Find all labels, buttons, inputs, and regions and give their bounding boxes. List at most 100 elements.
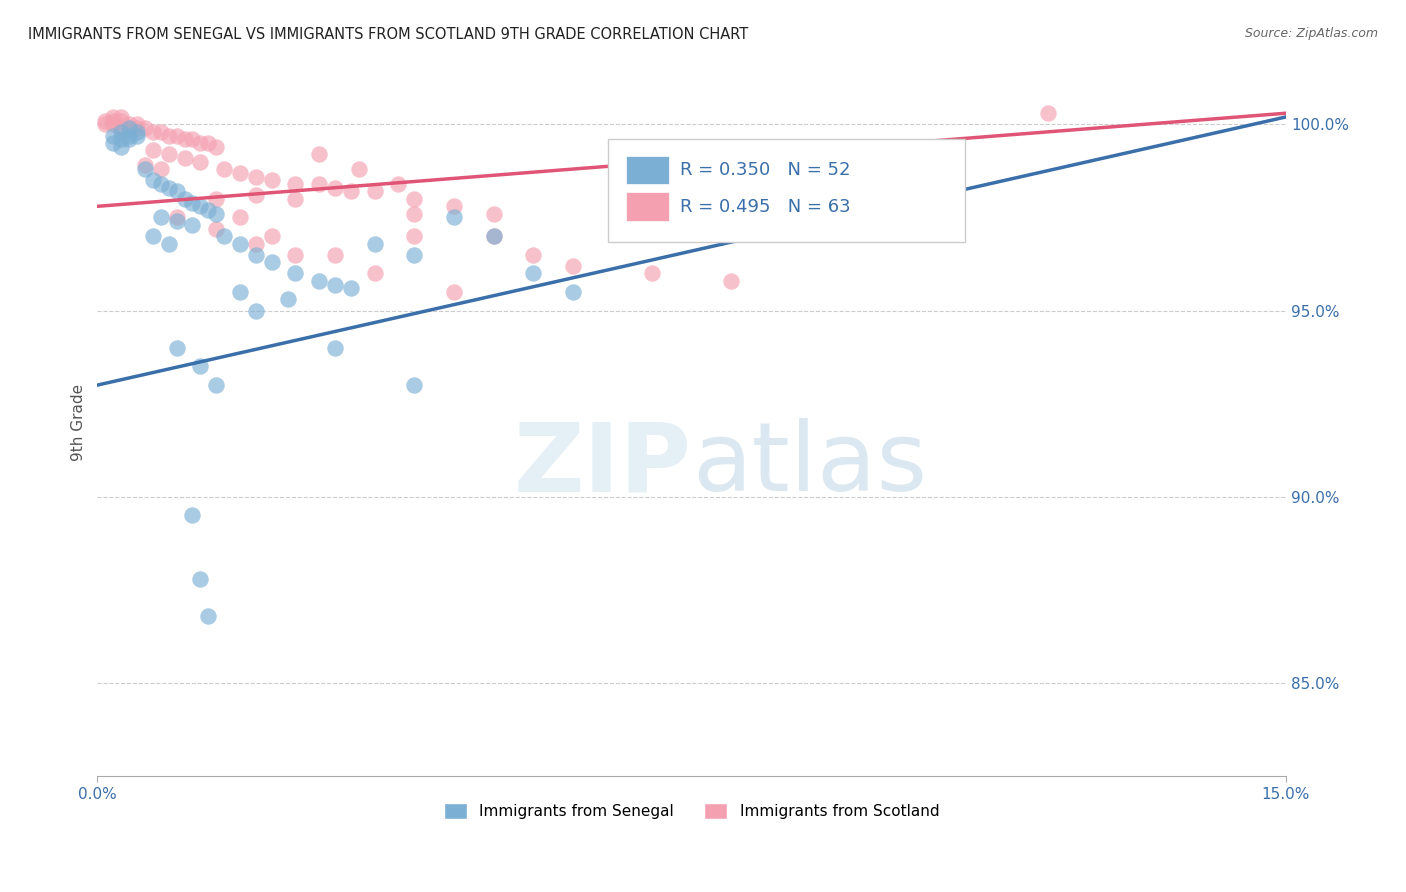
Point (245, 303, 267, 318)
Point (103, 113, 125, 128)
Point (340, 281, 363, 295)
Point (205, 378, 228, 392)
Point (181, 218, 204, 232)
Point (245, 236, 267, 251)
Point (404, 248, 426, 262)
Point (641, 266, 664, 280)
Text: Source: ZipAtlas.com: Source: ZipAtlas.com (1244, 27, 1378, 40)
Point (125, 125, 148, 139)
Point (482, 229, 505, 244)
Point (110, 132, 132, 146)
Point (229, 211, 252, 225)
Point (142, 125, 165, 139)
Point (118, 132, 141, 146)
Point (157, 180, 180, 194)
Point (190, 359, 212, 374)
Point (561, 259, 583, 273)
Point (561, 285, 583, 299)
Point (641, 211, 664, 225)
Point (720, 274, 742, 288)
Point (260, 173, 283, 187)
Legend: Immigrants from Senegal, Immigrants from Scotland: Immigrants from Senegal, Immigrants from… (437, 797, 945, 825)
Point (190, 154, 212, 169)
Point (308, 177, 330, 191)
Point (142, 144, 165, 158)
Point (110, 140, 132, 154)
Text: atlas: atlas (692, 418, 927, 511)
Point (94, 113, 117, 128)
FancyBboxPatch shape (626, 155, 669, 184)
Point (173, 151, 195, 165)
Point (260, 229, 283, 244)
Point (205, 140, 228, 154)
Point (190, 136, 212, 150)
Point (404, 229, 426, 244)
Point (347, 162, 370, 177)
Point (157, 128, 180, 143)
Point (134, 121, 156, 136)
Point (166, 214, 188, 228)
FancyBboxPatch shape (609, 139, 965, 242)
Point (118, 128, 141, 143)
Point (142, 229, 165, 244)
Point (229, 285, 252, 299)
Text: IMMIGRANTS FROM SENEGAL VS IMMIGRANTS FROM SCOTLAND 9TH GRADE CORRELATION CHART: IMMIGRANTS FROM SENEGAL VS IMMIGRANTS FR… (28, 27, 748, 42)
Point (363, 185, 385, 199)
Point (260, 255, 283, 269)
Point (157, 236, 180, 251)
Point (166, 341, 188, 355)
Point (149, 211, 172, 225)
Point (125, 128, 148, 143)
Point (284, 248, 307, 262)
Point (323, 341, 346, 355)
Point (277, 293, 299, 307)
Point (404, 207, 426, 221)
Point (522, 266, 544, 280)
Point (212, 162, 235, 177)
Point (110, 121, 132, 136)
Point (245, 169, 267, 184)
Text: ZIP: ZIP (513, 418, 692, 511)
Point (482, 207, 505, 221)
Point (245, 188, 267, 202)
Point (323, 277, 346, 292)
Point (134, 158, 156, 172)
Point (443, 211, 465, 225)
Point (1038, 106, 1060, 120)
Point (103, 110, 125, 124)
Point (166, 128, 188, 143)
Point (205, 221, 228, 235)
Point (110, 110, 132, 124)
Point (284, 192, 307, 206)
Point (181, 195, 204, 210)
Point (103, 128, 125, 143)
Point (166, 211, 188, 225)
Point (245, 248, 267, 262)
Point (149, 177, 172, 191)
Point (482, 229, 505, 244)
Point (205, 207, 228, 221)
Point (181, 132, 204, 146)
Text: R = 0.350   N = 52: R = 0.350 N = 52 (679, 161, 851, 178)
Point (323, 248, 346, 262)
Point (308, 274, 330, 288)
Point (284, 177, 307, 191)
Point (190, 199, 212, 213)
Point (522, 248, 544, 262)
Point (229, 166, 252, 180)
Point (387, 177, 409, 191)
Point (125, 121, 148, 136)
Point (181, 508, 204, 523)
FancyBboxPatch shape (626, 193, 669, 220)
Point (205, 192, 228, 206)
Point (308, 147, 330, 161)
Point (323, 180, 346, 194)
Point (190, 572, 212, 586)
Text: R = 0.495   N = 63: R = 0.495 N = 63 (679, 197, 851, 216)
Point (103, 136, 125, 150)
Point (173, 132, 195, 146)
Point (363, 236, 385, 251)
Point (94, 117, 117, 131)
Point (134, 162, 156, 177)
Point (110, 113, 132, 128)
